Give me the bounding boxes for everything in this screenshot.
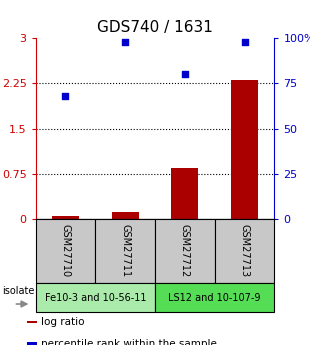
Text: isolate: isolate bbox=[2, 286, 34, 296]
Text: GSM27713: GSM27713 bbox=[240, 225, 250, 277]
Text: log ratio: log ratio bbox=[41, 317, 85, 327]
Bar bbox=[95, 219, 155, 283]
Bar bbox=[52, 216, 79, 219]
Text: GSM27710: GSM27710 bbox=[60, 225, 70, 277]
Text: Fe10-3 and 10-56-11: Fe10-3 and 10-56-11 bbox=[45, 293, 146, 303]
Bar bbox=[155, 219, 215, 283]
Text: GSM27711: GSM27711 bbox=[120, 225, 130, 277]
Bar bbox=[27, 321, 37, 324]
Point bbox=[182, 71, 187, 77]
Point bbox=[123, 39, 128, 44]
Text: GSM27712: GSM27712 bbox=[180, 224, 190, 278]
Bar bbox=[36, 219, 95, 283]
Bar bbox=[231, 80, 258, 219]
Bar bbox=[27, 342, 37, 345]
Bar bbox=[36, 283, 155, 312]
Title: GDS740 / 1631: GDS740 / 1631 bbox=[97, 20, 213, 36]
Point bbox=[63, 93, 68, 99]
Text: percentile rank within the sample: percentile rank within the sample bbox=[41, 338, 217, 345]
Bar bbox=[215, 219, 274, 283]
Point bbox=[242, 39, 247, 44]
Bar bbox=[171, 168, 198, 219]
Text: LS12 and 10-107-9: LS12 and 10-107-9 bbox=[168, 293, 261, 303]
Bar bbox=[112, 212, 139, 219]
Bar bbox=[155, 283, 274, 312]
